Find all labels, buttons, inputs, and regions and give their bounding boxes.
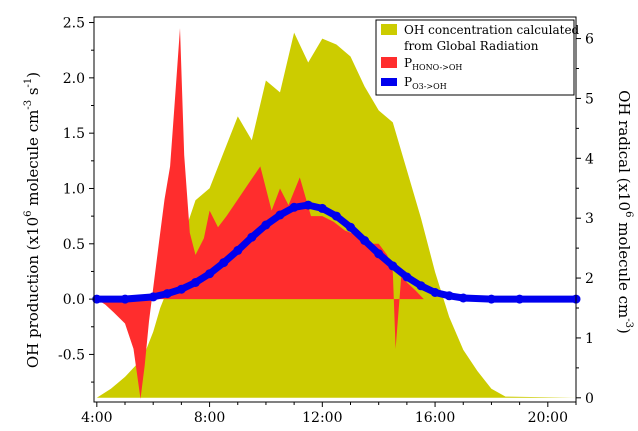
legend-label-oh-concentration-line1: OH concentration calculated [404,23,580,37]
series-2-point-1 [120,294,130,304]
legend-label-phono: PHONO->OH [404,56,462,72]
left-axis-title-sup1: 6 [23,210,34,216]
series-2-point-11 [275,210,285,220]
axes-layer: 4:00 8:00 12:00 16:00 20:00 -0.5 0.0 0.5 1.0 1.5 2… [58,16,594,426]
series-2-point-13 [303,200,313,210]
legend: OH concentration calculated from Global … [375,19,580,96]
x-tick-label-1: 8:00 [194,410,225,426]
y-left-tick-label-1: 0.0 [63,292,85,308]
series-2-point-21 [416,281,426,291]
series-2-point-20 [402,272,412,282]
series-2-point-26 [515,294,525,304]
y-left-tick-label-2: 0.5 [63,237,85,253]
legend-label-phono-sub: HONO->OH [412,63,462,72]
left-axis-title-part1: OH production (x10 [24,217,42,368]
y-left-tick-label-3: 1.0 [63,181,85,197]
right-axis-title-part2: molecule cm [615,217,633,318]
right-axis-title-sup2: -3 [623,318,634,328]
series-2-point-10 [261,220,271,230]
legend-label-oh-concentration-line2: from Global Radiation [404,39,539,53]
y-left-tick-label-5: 2.0 [63,71,85,87]
series-2-point-3 [162,289,172,299]
series-2-point-19 [388,261,398,271]
x-tick-label-0: 4:00 [81,410,112,426]
y-left-tick-label-4: 1.5 [63,126,85,142]
series-2-point-6 [205,269,215,279]
y-right-tick-label-2: 2 [585,271,594,287]
left-axis-title-sup2: -3 [23,100,34,110]
y-left-tick-label-0: -0.5 [58,347,85,363]
left-axis-title-part2: molecule cm [24,110,42,211]
y-right-tick-label-0: 0 [585,391,594,407]
right-axis-title-part1: OH radical (x10 [615,90,633,211]
legend-label-phono-main: P [404,56,412,70]
series-2-point-14 [317,203,327,213]
left-axis-title-sup3: -1 [23,78,34,88]
y-right-tick-label-1: 1 [585,331,594,347]
series-2-point-7 [219,258,229,268]
x-tick-label-2: 12:00 [302,410,342,426]
legend-swatch-oh-concentration [381,24,397,35]
series-2-point-5 [191,278,200,287]
right-axis-title: OH radical (x106 molecule cm-3) [615,90,634,334]
left-axis-title: OH production (x106 molecule cm-3 s-1) [23,72,42,368]
series-2-point-18 [374,249,384,259]
series-2-line [93,201,580,303]
series-2-point-24 [458,293,468,303]
series-2-point-16 [346,222,355,232]
legend-label-po3-sub: O3->OH [412,82,447,91]
series-2-point-9 [247,232,257,242]
series-2-point-0 [92,294,102,304]
plot-frame [93,16,577,403]
series-2-point-12 [289,202,299,212]
legend-swatch-phono [381,57,397,68]
y-left-tick-label-6: 2.5 [63,16,85,32]
x-tick-label-3: 16:00 [415,410,455,426]
series-2-point-22 [430,288,440,297]
series-2-point-15 [331,211,341,221]
series-2-point-4 [176,284,186,294]
y-right-tick-label-5: 5 [585,91,594,107]
legend-swatch-po3 [381,78,397,86]
right-axis-title-sup1: 6 [623,211,634,217]
x-tick-label-4: 20:00 [528,410,568,426]
series-2-point-25 [486,294,496,304]
series-2-point-17 [360,236,370,245]
legend-label-po3: PO3->OH [404,75,447,91]
left-axis-title-part3: s [24,87,42,99]
series-layer [92,28,581,399]
right-axis-title-part3: ) [615,328,633,334]
legend-box [375,19,575,96]
y-right-tick-label-6: 6 [585,32,594,48]
y-right-tick-label-4: 4 [585,151,594,167]
y-right-tick-label-3: 3 [585,211,594,227]
series-2-point-2 [148,292,158,302]
left-axis-title-part4: ) [24,72,42,78]
series-1-area [96,28,436,399]
series-2-point-8 [233,245,243,255]
series-2-point-23 [444,291,454,301]
legend-label-po3-main: P [404,75,412,89]
